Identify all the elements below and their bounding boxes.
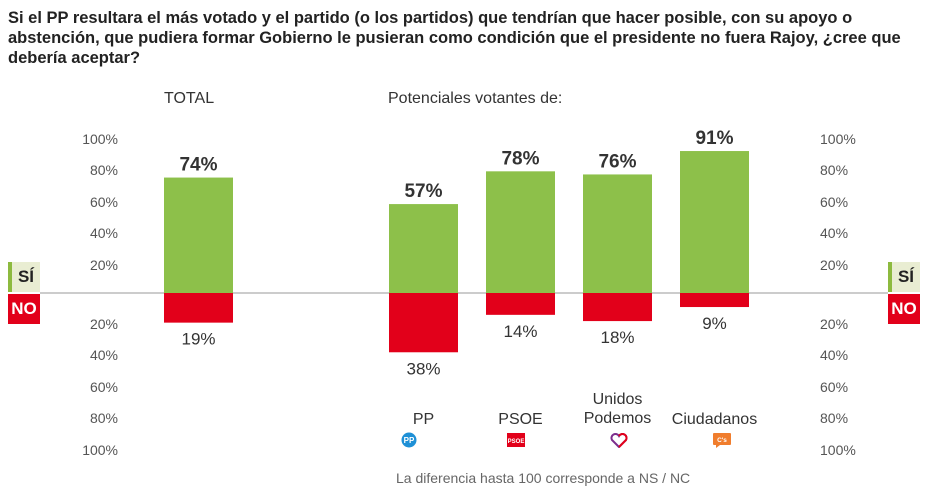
tick-label-up-20: 20% [820,257,849,273]
data-label-no-pp: 38% [406,359,440,378]
tick-label-down-80: 80% [89,410,118,426]
pp-logo-icon: PP [399,432,419,448]
bar-no-psoe [486,293,555,315]
bar-yes-unidos-podemos [583,174,652,293]
data-label-yes-psoe: 78% [501,148,539,169]
tick-label-down-100: 100% [820,442,856,458]
category-label-ciudadanos: Ciudadanos [671,411,758,428]
yes-badge-right: SÍ [888,262,920,292]
data-label-no-ciudadanos: 9% [702,314,727,333]
tick-label-down-20: 20% [820,316,849,332]
unidos-podemos-heart-icon [609,432,629,448]
tick-label-up-100: 100% [82,131,118,147]
category-label-psoe: PSOE [498,411,543,428]
tick-label-down-100: 100% [82,442,118,458]
data-label-yes-unidos-podemos: 76% [598,151,636,172]
tick-label-down-60: 60% [820,379,849,395]
tick-label-down-20: 20% [89,316,118,332]
tick-label-down-40: 40% [820,347,849,363]
data-label-yes-pp: 57% [404,181,442,202]
svg-text:PP: PP [404,436,415,445]
section-label-potential-voters: Potenciales votantes de: [388,90,563,107]
bar-yes-total [164,177,233,293]
svg-text:C's: C's [717,437,727,444]
ciudadanos-logo-icon: C's [712,432,732,448]
bar-no-unidos-podemos [583,293,652,322]
tick-label-up-60: 60% [820,194,849,210]
data-label-no-psoe: 14% [503,322,537,341]
bar-yes-pp [389,204,458,293]
yes-badge-left: SÍ [8,262,40,292]
tick-label-down-60: 60% [89,379,118,395]
data-label-no-unidos-podemos: 18% [600,328,634,347]
bar-no-total [164,293,233,323]
tick-label-up-100: 100% [820,131,856,147]
section-label-total: TOTAL [164,90,215,107]
tick-label-up-40: 40% [820,225,849,241]
bar-no-pp [389,293,458,353]
tick-label-up-20: 20% [89,257,118,273]
svg-text:PSOE: PSOE [508,439,525,445]
category-label-unidos-podemos: Unidos Podemos [583,391,652,427]
data-label-no-total: 19% [181,330,215,349]
bar-yes-ciudadanos [680,151,749,293]
bar-no-ciudadanos [680,293,749,308]
psoe-logo-icon: PSOE [506,432,526,448]
tick-label-down-80: 80% [820,410,849,426]
tick-label-up-60: 60% [89,194,118,210]
category-label-pp: PP [412,411,435,428]
tick-label-up-80: 80% [820,162,849,178]
data-label-yes-total: 74% [179,155,217,176]
tick-label-down-40: 40% [89,347,118,363]
tick-label-up-40: 40% [89,225,118,241]
no-badge-right: NO [888,294,920,324]
footnote: La diferencia hasta 100 corresponde a NS… [396,470,691,486]
data-label-yes-ciudadanos: 91% [695,128,733,149]
tick-label-up-80: 80% [89,162,118,178]
chart-title: Si el PP resultara el más votado y el pa… [8,9,901,67]
no-badge-left: NO [8,294,40,324]
bar-yes-psoe [486,171,555,293]
